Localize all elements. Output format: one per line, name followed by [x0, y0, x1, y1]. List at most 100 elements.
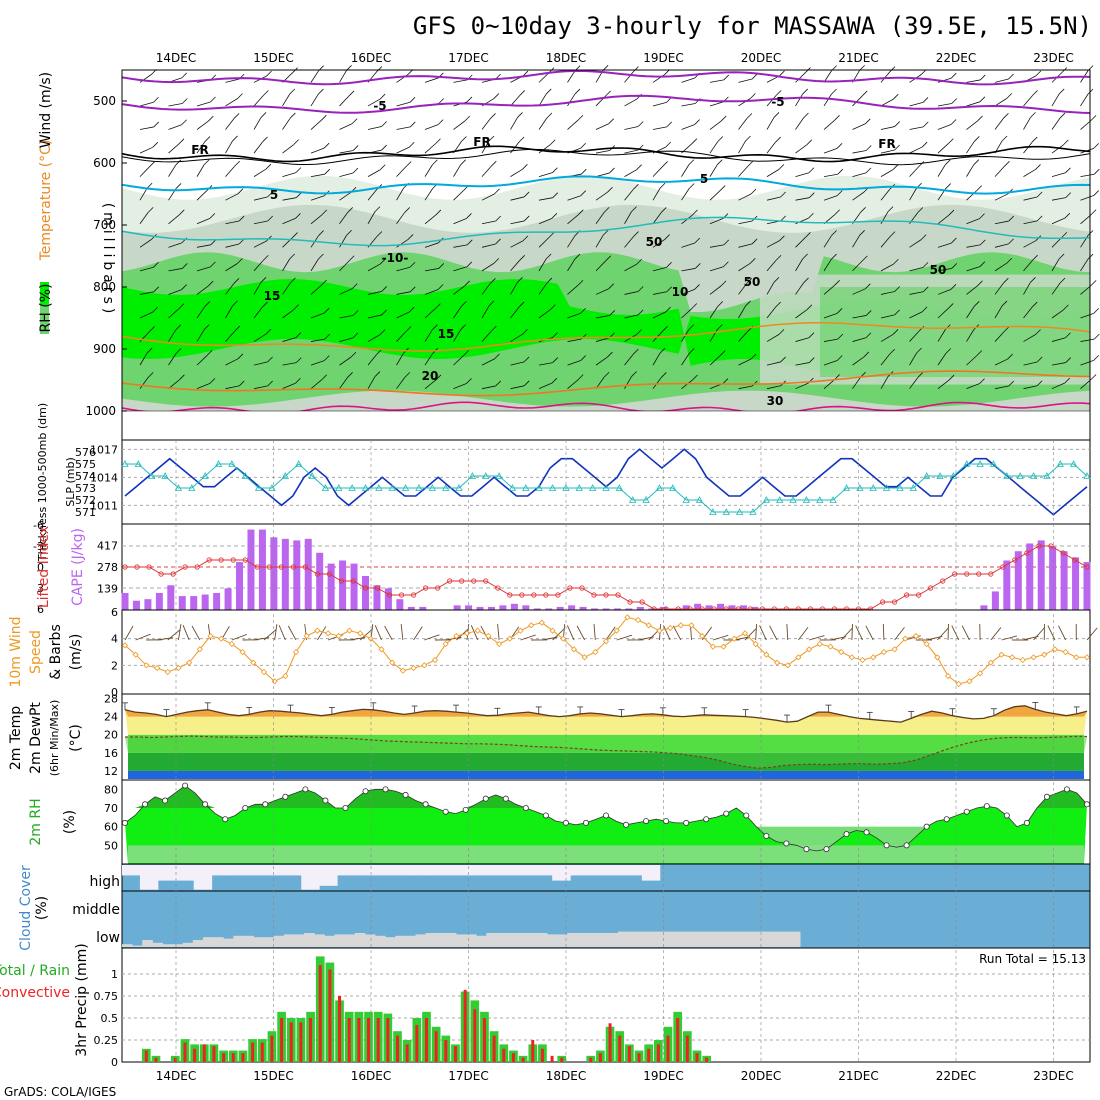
wind-barb: [196, 355, 208, 366]
wind-barb-flag: [409, 286, 416, 293]
wind-barb-flag: [210, 239, 217, 246]
cloud-low-block: [273, 935, 285, 947]
wind-barb: [168, 353, 177, 366]
wind-barb: [1051, 282, 1061, 295]
thickness-tick: 573: [75, 482, 96, 495]
temp-tick: 16: [104, 747, 118, 760]
wind-barb-flag: [806, 304, 813, 311]
thickness-point: [148, 472, 156, 479]
precip-conv-bar: [531, 1040, 535, 1062]
upper-ylabel: (millibars): [100, 203, 116, 318]
wind-barb-flag: [633, 66, 639, 72]
rh2m-point: [983, 803, 990, 810]
wind-barb-flag: [493, 93, 500, 99]
wind-barb-flag: [546, 277, 553, 284]
wind-speed-point: [1030, 654, 1037, 661]
rh2m-point: [1023, 819, 1030, 826]
cape-bar: [625, 608, 633, 610]
wind-label-2: Speed: [28, 630, 44, 674]
thickness-point: [522, 484, 530, 491]
upper-label-rh: RH (%): [38, 284, 54, 333]
wind-barb-flag: [466, 239, 473, 246]
wind-barb-flag: [806, 139, 813, 146]
wind-barb: [253, 306, 263, 319]
cloud-low-block: [779, 931, 791, 947]
wind-barb: [481, 243, 496, 248]
wind-barb: [823, 147, 838, 154]
contour-label: 5: [700, 172, 708, 186]
wind-barb-flag: [1007, 353, 1013, 360]
cloud-low-block: [364, 934, 376, 947]
wind-barb-flag: [323, 307, 330, 314]
wind-barb-flag: [659, 347, 666, 354]
precip-conv-bar: [318, 965, 322, 1062]
wind-barb: [453, 218, 467, 225]
wind-barb: [538, 282, 548, 295]
wind-barb: [168, 242, 182, 248]
wind-barb-flag: [745, 300, 751, 307]
wind-barb-flag: [518, 301, 525, 308]
wind-barb: [367, 126, 382, 130]
cape-bar: [1026, 543, 1034, 610]
wind-barb-flag: [750, 188, 757, 195]
wind-barb-flag: [864, 118, 871, 125]
wind-barb-flag: [1063, 139, 1069, 146]
wind-barb: [339, 172, 354, 178]
wind-barb: [994, 118, 1004, 130]
wind-barb: [738, 330, 749, 342]
wind-barb-flag: [522, 164, 528, 170]
thickness-point: [241, 472, 249, 479]
contour-20: [121, 370, 1091, 397]
rh2m-point: [1063, 786, 1070, 793]
wind-barb-10m: [951, 625, 960, 641]
wind-barb-flag: [1061, 232, 1068, 238]
thickness-point: [602, 484, 610, 491]
thickness-point: [789, 496, 797, 503]
wind-barb: [966, 79, 981, 83]
wind-barb-flag: [408, 141, 415, 148]
wind-barb-flag: [408, 306, 415, 313]
lifted-tick: -6: [33, 519, 44, 532]
wind-barb: [738, 140, 746, 154]
wind-barb-flag: [1065, 167, 1071, 174]
wind-speed-point: [121, 642, 129, 649]
wind-barb: [424, 379, 437, 389]
wind-barb-flag: [608, 118, 615, 124]
wind-barb: [196, 164, 205, 177]
wind-barb-flag: [1032, 90, 1038, 96]
wind-barb-flag: [318, 88, 324, 95]
slp-label-thickness: Thickness 1000-500mb (dm): [36, 403, 49, 562]
wind-barb-flag: [321, 209, 328, 216]
wind-barb: [709, 141, 719, 154]
wind-barb: [966, 218, 980, 225]
wind-barb: [253, 141, 263, 154]
wind-barb-10m: [167, 629, 181, 641]
wind-barb-flag: [1093, 143, 1099, 149]
contour-label: -5: [771, 95, 784, 109]
wind-barb-flag: [580, 355, 587, 361]
wind-speed-point: [250, 659, 257, 666]
precip-conv-bar: [154, 1057, 158, 1062]
cape-bar: [602, 608, 610, 610]
wind-barb-flag: [892, 329, 899, 335]
wind-barb-flag: [233, 113, 240, 119]
wind-speed-point: [207, 632, 214, 640]
cloud-low-block: [769, 931, 781, 947]
wind-barb-flag: [295, 357, 302, 363]
precip-conv-bar: [676, 1018, 680, 1062]
wind-barb-flag: [747, 160, 754, 167]
wind-barb: [481, 358, 495, 366]
wind-barb: [738, 118, 748, 130]
wind-barb: [310, 284, 322, 295]
wind-barb: [1051, 309, 1064, 319]
rh2m-point: [623, 821, 630, 828]
wind-barb: [196, 190, 208, 201]
precip-label-axis: 3hr Precip (mm): [74, 943, 90, 1056]
cloud-low-block: [567, 933, 578, 947]
lifted-index-point: [362, 585, 369, 591]
wind-barb: [481, 193, 495, 201]
wind-speed-point: [741, 630, 749, 637]
wind-barb-flag: [1064, 212, 1071, 219]
